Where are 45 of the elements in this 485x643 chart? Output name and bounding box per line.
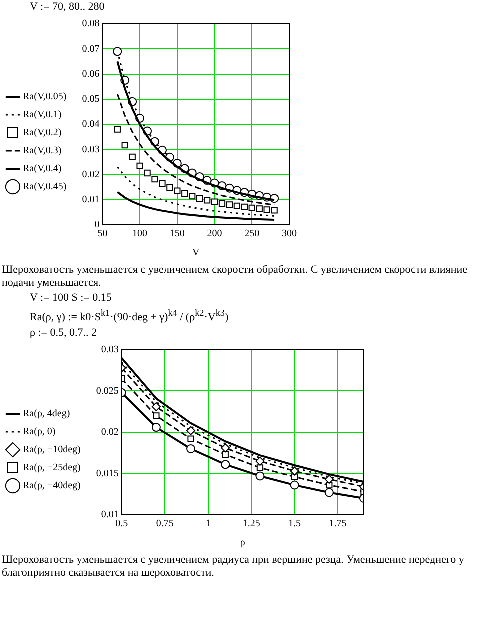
legend-label: Ra(V,0.3): [23, 146, 64, 157]
y-tick-label: 0.06: [82, 68, 100, 80]
x-tick-label: 1.25: [242, 518, 260, 530]
y-tick-label: 0.04: [82, 119, 100, 130]
x-axis-title: V: [192, 248, 200, 259]
legend-label: Ra(ρ, −10deg): [23, 444, 84, 456]
x-tick-label: 150: [170, 228, 185, 240]
x-tick-label: 200: [207, 228, 222, 240]
y-tick-label: 0.025: [96, 386, 119, 397]
x-tick-label: 1: [206, 518, 211, 530]
y-tick-label: 0.02: [82, 169, 100, 180]
x-tick-label: 0.5: [116, 518, 128, 530]
legend-label: Ra(ρ, −40deg): [23, 480, 84, 492]
legend-label: Ra(V,0.1): [23, 110, 64, 121]
x-axis-title: ρ: [240, 537, 246, 548]
x-tick-label: 250: [244, 228, 260, 240]
text: Ra(ρ, γ) := k0·S$^{k1}$·(90·deg + γ)$^{k4}$ / (ρ$^{k2}$·V$^{k3}$): [30, 308, 229, 324]
y-tick-label: 0.01: [101, 509, 119, 520]
text: ρ := 0.5, 0.7.. 2: [29, 326, 98, 341]
y-tick-label: 0: [94, 220, 100, 231]
text: V := 100 S := 0.15: [29, 291, 113, 306]
y-tick-label: 0.05: [82, 94, 100, 105]
x-tick-label: 50: [98, 228, 108, 240]
text: Шероховатость уменьшается с увеличением радиуса при вершине резца. Уменьшение переднего у благоприятно сказывается на шероховатости.: [1, 552, 466, 581]
x-tick-label: 100: [132, 228, 148, 240]
legend-label: Ra(ρ, −25deg): [23, 462, 84, 474]
text: V := 70, 80.. 280: [29, 0, 106, 15]
x-tick-label: 1.5: [288, 518, 302, 530]
legend-label: Ra(V,0.45): [23, 182, 70, 193]
y-tick-label: 0.03: [82, 144, 100, 156]
x-tick-label: 300: [282, 228, 297, 240]
y-tick-label: 0.015: [96, 468, 119, 480]
text: Шероховатость уменьшается с увеличением скорости обработки. С увеличением скорости влияние подачи уменьшается.: [1, 263, 468, 291]
y-tick-label: 0.01: [82, 194, 100, 206]
x-tick-label: 1.75: [329, 518, 347, 530]
legend-label: Ra(ρ, 0): [23, 426, 58, 438]
legend-label: Ra(V,0.4): [23, 164, 64, 175]
legend-label: Ra(V,0.2): [23, 128, 64, 139]
y-tick-label: 0.02: [101, 426, 119, 438]
y-tick-label: 0.07: [82, 44, 100, 55]
y-tick-label: 0.03: [101, 344, 119, 356]
y-tick-label: 0.08: [82, 18, 100, 30]
legend-label: Ra(ρ, 4deg): [23, 408, 73, 420]
legend-label: Ra(V,0.05): [23, 92, 70, 103]
x-tick-label: 0.75: [156, 518, 174, 530]
